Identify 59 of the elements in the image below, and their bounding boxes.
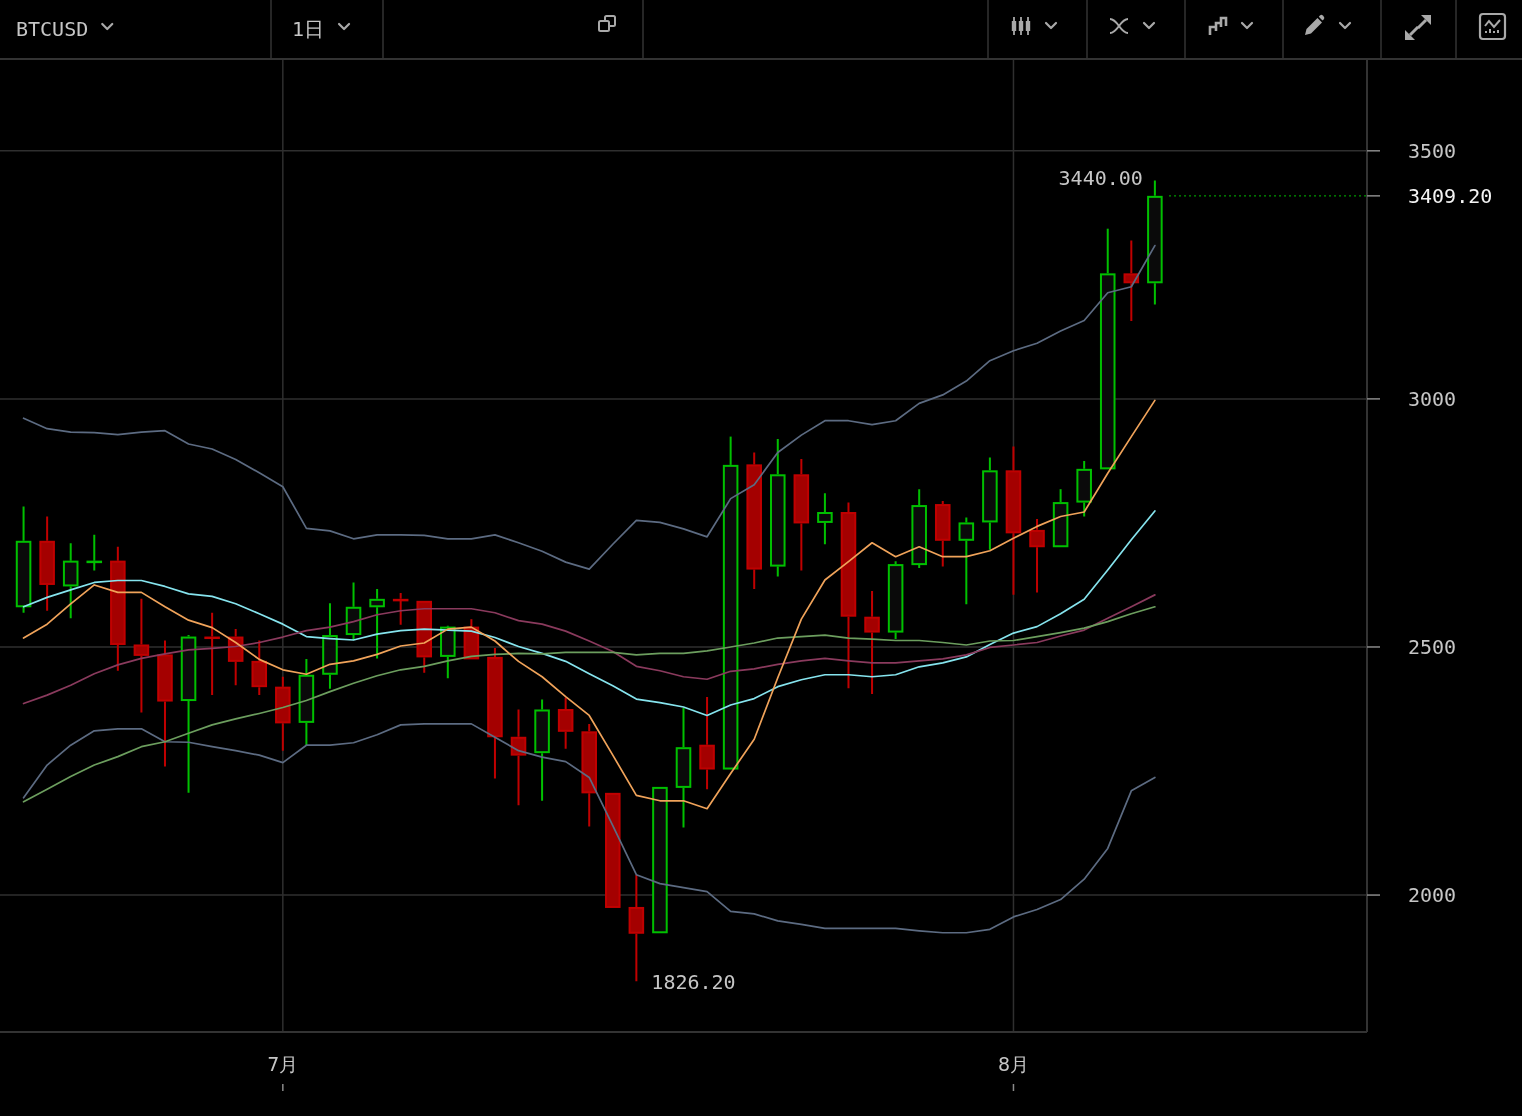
candlestick (1052, 488, 1069, 548)
candlestick (675, 707, 692, 829)
candlestick (1147, 179, 1163, 306)
candlestick (62, 542, 79, 620)
chart-title: BTCUSD (16, 17, 89, 41)
candlestick (15, 505, 32, 614)
line-series (22, 399, 1156, 810)
candlestick (440, 626, 456, 680)
x-tick-label: 7月 (267, 1053, 299, 1075)
line-series (22, 605, 1156, 803)
line-series (22, 510, 1156, 717)
line-series (22, 244, 1156, 570)
candlestick (157, 639, 173, 768)
chart-subtitle: 1日 (292, 17, 325, 41)
candlestick (652, 786, 668, 934)
candlestick (1099, 227, 1116, 470)
candlestick (204, 611, 220, 697)
line-series (22, 723, 1156, 934)
candlestick (298, 657, 315, 747)
candlestick (322, 602, 338, 690)
candlestick (487, 646, 503, 780)
y-tick-label: 2500 (1408, 634, 1457, 659)
candlestick (864, 589, 880, 696)
y-tick-label: 3500 (1408, 138, 1457, 163)
candlestick (557, 696, 574, 750)
candlestick (793, 457, 810, 572)
candlestick (369, 587, 385, 660)
candlestick (722, 435, 739, 770)
candlestick (628, 873, 645, 983)
candlestick (1076, 459, 1092, 518)
candlestick (345, 581, 362, 642)
annotation: 1826.20 (651, 970, 736, 995)
candlestick (251, 639, 268, 697)
candlestick (817, 492, 833, 546)
annotation: 3440.00 (1058, 165, 1143, 190)
candlestick (887, 560, 904, 641)
candlestick (746, 451, 762, 590)
y-tick-label: 3000 (1408, 386, 1457, 411)
candlestick (958, 516, 975, 606)
ref-line-label: 3409.20 (1408, 183, 1493, 208)
candlestick (1005, 445, 1022, 596)
x-tick-label: 8月 (997, 1053, 1030, 1075)
candlestick (534, 698, 550, 802)
candlestick (911, 488, 927, 570)
candlestick (39, 515, 55, 612)
y-tick-label: 2000 (1408, 883, 1457, 908)
line-series (22, 594, 1156, 705)
candlestick (581, 722, 597, 828)
candlestick (275, 675, 291, 752)
candlestick (699, 696, 715, 791)
candlestick (770, 438, 786, 578)
candlestick (982, 456, 998, 551)
candlestick (840, 501, 857, 690)
candlestick (110, 545, 126, 672)
candlestick (934, 500, 951, 568)
candlestick (1029, 517, 1045, 594)
candlestick (605, 792, 621, 908)
candlestick (86, 533, 103, 572)
candlestick (133, 597, 150, 714)
